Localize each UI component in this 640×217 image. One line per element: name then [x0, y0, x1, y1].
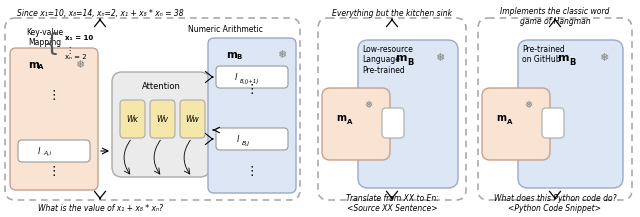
Text: ❅: ❅	[599, 53, 609, 63]
Text: Implements the classic word
game of Hangman: Implements the classic word game of Hang…	[500, 7, 610, 26]
Text: Wᴠ: Wᴠ	[156, 115, 168, 123]
Text: m: m	[496, 113, 506, 123]
Text: m: m	[395, 53, 406, 63]
Text: ❅: ❅	[524, 100, 532, 110]
Text: m: m	[557, 53, 568, 63]
Text: Key-value
Mapping: Key-value Mapping	[26, 28, 63, 47]
FancyBboxPatch shape	[10, 48, 98, 190]
Text: m: m	[28, 60, 39, 70]
FancyBboxPatch shape	[150, 100, 175, 138]
FancyBboxPatch shape	[518, 40, 623, 188]
FancyBboxPatch shape	[382, 108, 404, 138]
Text: B: B	[236, 54, 241, 60]
Text: ⋮: ⋮	[246, 166, 259, 179]
Text: Translate from XX to En:
<Source XX Sentence>: Translate from XX to En: <Source XX Sent…	[346, 194, 438, 213]
Text: l: l	[235, 72, 237, 82]
Text: {: {	[44, 32, 60, 56]
Text: A: A	[347, 119, 353, 125]
Text: B: B	[407, 58, 413, 67]
FancyBboxPatch shape	[112, 72, 210, 177]
FancyBboxPatch shape	[542, 108, 564, 138]
Text: ❅: ❅	[364, 100, 372, 110]
Text: Everything but the kitchen sink: Everything but the kitchen sink	[332, 9, 452, 18]
Text: B,j: B,j	[242, 140, 250, 146]
Text: Attention: Attention	[141, 82, 180, 91]
Text: m: m	[336, 113, 346, 123]
Text: ⋮: ⋮	[48, 89, 60, 102]
Text: x₁ = 10: x₁ = 10	[65, 35, 93, 41]
Text: Since x₁=10, x₈=14, xₙ=2, x₁ + x₈ * xₙ = 38: Since x₁=10, x₈=14, xₙ=2, x₁ + x₈ * xₙ =…	[17, 9, 183, 18]
FancyBboxPatch shape	[216, 66, 288, 88]
Text: Wᴋ: Wᴋ	[126, 115, 138, 123]
Text: l: l	[38, 146, 40, 156]
Text: ❅: ❅	[76, 60, 84, 70]
Text: ⋮: ⋮	[48, 166, 60, 179]
Text: B,(j+1): B,(j+1)	[240, 79, 259, 84]
Text: ❅: ❅	[277, 50, 287, 60]
FancyBboxPatch shape	[120, 100, 145, 138]
FancyBboxPatch shape	[208, 38, 296, 193]
Text: A: A	[38, 64, 44, 70]
FancyBboxPatch shape	[216, 128, 288, 150]
Text: What is the value of x₁ + x₈ * xₙ?: What is the value of x₁ + x₈ * xₙ?	[38, 204, 163, 213]
FancyBboxPatch shape	[18, 140, 90, 162]
Text: B: B	[569, 58, 575, 67]
Text: Numeric Arithmetic: Numeric Arithmetic	[188, 25, 262, 34]
FancyBboxPatch shape	[180, 100, 205, 138]
Text: A: A	[507, 119, 513, 125]
Text: Pre-trained
on GitHub: Pre-trained on GitHub	[522, 45, 564, 64]
Text: Low-resource
Language
Pre-trained: Low-resource Language Pre-trained	[362, 45, 413, 75]
Text: ❅: ❅	[435, 53, 445, 63]
Text: What does this Python code do?
<Python Code Snippet>: What does this Python code do? <Python C…	[493, 194, 616, 213]
Text: ⋮: ⋮	[65, 46, 74, 55]
Text: l: l	[237, 135, 239, 143]
Text: ⋮: ⋮	[246, 84, 259, 97]
Text: Wᴡ: Wᴡ	[185, 115, 199, 123]
Text: A,i: A,i	[43, 151, 51, 156]
FancyBboxPatch shape	[322, 88, 390, 160]
FancyBboxPatch shape	[482, 88, 550, 160]
Text: xₙ = 2: xₙ = 2	[65, 54, 86, 60]
Text: m: m	[226, 50, 237, 60]
FancyBboxPatch shape	[358, 40, 458, 188]
